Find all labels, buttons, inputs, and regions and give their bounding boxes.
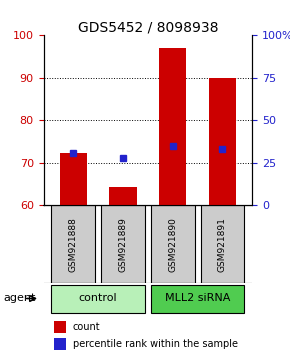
Bar	[209, 78, 236, 205]
Text: count: count	[73, 322, 100, 332]
Text: agent: agent	[3, 293, 35, 303]
Bar	[51, 205, 95, 283]
Bar	[159, 48, 186, 205]
Bar	[151, 285, 244, 314]
Text: GSM921888: GSM921888	[69, 217, 78, 272]
Bar	[109, 188, 137, 205]
Text: GSM921890: GSM921890	[168, 217, 177, 272]
Bar	[60, 154, 87, 205]
Text: percentile rank within the sample: percentile rank within the sample	[73, 339, 238, 349]
Bar	[201, 205, 244, 283]
Bar	[101, 205, 145, 283]
Bar	[51, 285, 145, 314]
Bar	[151, 205, 195, 283]
Text: control: control	[79, 293, 117, 303]
Text: MLL2 siRNA: MLL2 siRNA	[165, 293, 230, 303]
Text: GSM921891: GSM921891	[218, 217, 227, 272]
Bar	[54, 338, 66, 350]
Bar	[54, 321, 66, 333]
Text: GSM921889: GSM921889	[119, 217, 128, 272]
Title: GDS5452 / 8098938: GDS5452 / 8098938	[78, 20, 218, 34]
